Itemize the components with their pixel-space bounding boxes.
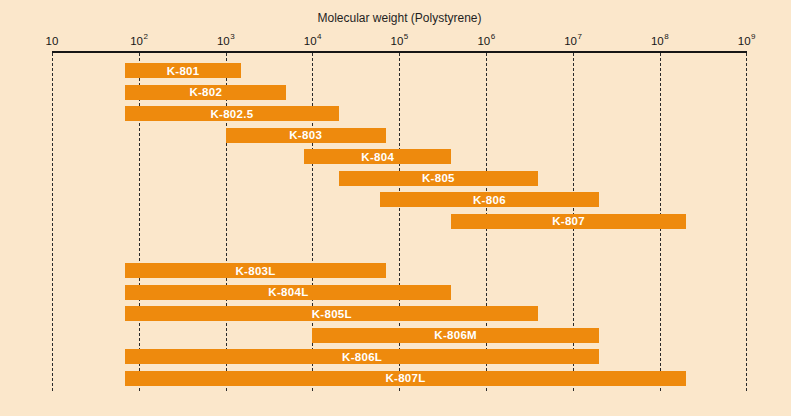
x-tick-label-10e7: 107 — [564, 33, 581, 49]
bar-label: K-806L — [342, 351, 382, 363]
bar-label: K-804L — [268, 286, 308, 298]
x-tick-label-10e1: 10 — [46, 33, 59, 49]
x-tick-label-10e9: 109 — [738, 33, 755, 49]
range-bar-k-807: K-807 — [451, 214, 685, 229]
molecular-weight-range-chart: Molecular weight (Polystyrene) 10 102 103 1… — [0, 0, 791, 416]
x-tick-label-10e3: 103 — [217, 33, 234, 49]
bar-label: K-806M — [434, 329, 477, 341]
range-bar-k-801: K-801 — [125, 63, 241, 78]
x-tick-label-10e8: 108 — [651, 33, 668, 49]
range-bar-k-802: K-802 — [125, 85, 286, 100]
chart-title: Molecular weight (Polystyrene) — [52, 11, 747, 25]
range-bar-k-803: K-803 — [226, 128, 386, 143]
bar-label: K-804 — [361, 151, 394, 163]
range-bar-k-805: K-805 — [339, 171, 539, 186]
bar-label: K-805L — [312, 308, 352, 320]
range-bar-k-806l: K-806L — [125, 349, 599, 364]
gridline-10e9 — [746, 53, 747, 391]
x-tick-label-10e2: 102 — [130, 33, 147, 49]
range-bar-k-807l: K-807L — [125, 371, 685, 386]
gridline-10e3 — [226, 53, 227, 391]
gridline-10e1 — [52, 53, 53, 391]
bar-label: K-802 — [189, 86, 222, 98]
bar-label: K-803L — [235, 265, 275, 277]
x-tick-label-10e4: 104 — [304, 33, 321, 49]
x-tick-label-10e5: 105 — [391, 33, 408, 49]
range-bar-k-806m: K-806M — [312, 328, 599, 343]
range-bar-k-804: K-804 — [304, 149, 451, 164]
x-tick-label-10e6: 106 — [477, 33, 494, 49]
range-bar-k-803l: K-803L — [125, 263, 385, 278]
bar-label: K-805 — [422, 172, 455, 184]
range-bar-k-806: K-806 — [380, 192, 599, 207]
bar-label: K-803 — [289, 129, 322, 141]
bar-label: K-802.5 — [210, 108, 253, 120]
bar-label: K-801 — [167, 65, 200, 77]
range-bar-k-804l: K-804L — [125, 285, 451, 300]
bar-label: K-807 — [552, 215, 585, 227]
bar-label: K-807L — [385, 372, 425, 384]
gridline-10e2 — [139, 53, 140, 391]
range-bar-k-805l: K-805L — [125, 306, 538, 321]
range-bar-k-802.5: K-802.5 — [125, 106, 338, 121]
bar-label: K-806 — [473, 194, 506, 206]
